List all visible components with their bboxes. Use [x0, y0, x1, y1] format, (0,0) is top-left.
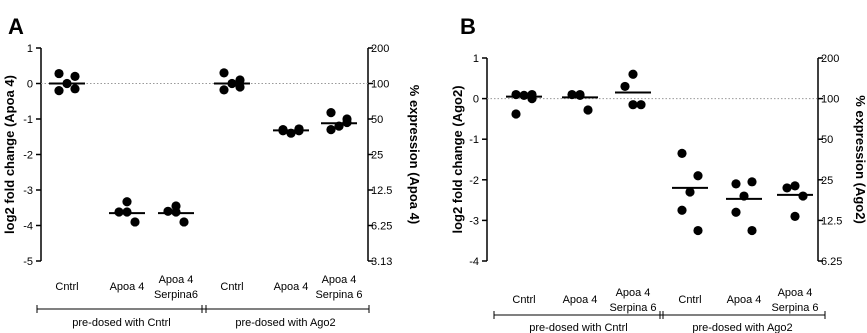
y-axis-title-right: % expression (Ago2) — [853, 95, 867, 224]
y-axis-title-right: % expression (Apoa 4) — [407, 85, 422, 224]
data-point — [54, 86, 64, 96]
category-label: Cntrl — [678, 294, 701, 306]
data-point — [122, 197, 132, 207]
y-tick-label-right: 12.5 — [371, 185, 392, 197]
category-label: Serpina 6 — [771, 302, 818, 314]
category-label: Apoa 4 — [274, 281, 309, 293]
data-point — [70, 84, 80, 94]
data-point — [235, 82, 245, 92]
group-label: pre-dosed with Cntrl — [529, 322, 627, 333]
data-point — [685, 187, 695, 197]
category-label: Serpina6 — [154, 289, 198, 301]
category-label: Apoa 4 — [563, 294, 598, 306]
panel-b: B 1 0 -1 -2 -3 -4 200 100 50 25 12.5 6.25 log2 fold c… — [450, 14, 867, 333]
group-label: pre-dosed with Cntrl — [72, 317, 170, 329]
y-tick-label-left: -3 — [469, 215, 479, 227]
y-tick-label-right: 12.5 — [821, 215, 842, 227]
y-tick-label-right: 200 — [821, 53, 839, 65]
panel-letter: A — [8, 14, 24, 39]
category-label: Cntrl — [512, 294, 535, 306]
y-tick-label-left: -4 — [469, 256, 479, 268]
data-point — [636, 100, 646, 110]
y-tick-label-left: 0 — [473, 94, 479, 106]
data-point — [575, 90, 585, 100]
data-point — [519, 90, 529, 100]
y-tick-label-left: 1 — [27, 43, 33, 55]
y-tick-label-right: 50 — [371, 114, 383, 126]
data-point — [731, 207, 741, 217]
y-tick-label-left: -3 — [23, 185, 33, 197]
y-axis-title-left: log2 fold change (Apoa 4) — [2, 75, 17, 234]
data-point — [294, 124, 304, 134]
y-tick-label-right: 50 — [821, 134, 833, 146]
category-label: Apoa 4 — [322, 274, 357, 286]
data-point — [219, 68, 229, 78]
data-point — [326, 108, 336, 118]
data-point — [790, 181, 800, 191]
data-point — [70, 71, 80, 81]
data-point — [583, 105, 593, 115]
data-point — [114, 207, 124, 217]
data-point — [693, 225, 703, 236]
data-point — [620, 81, 630, 92]
category-label: Cntrl — [55, 281, 78, 293]
category-label: Serpina 6 — [315, 289, 362, 301]
data-point — [527, 89, 537, 100]
category-label: Serpina 6 — [609, 302, 656, 314]
data-point — [130, 217, 140, 227]
y-tick-label-right: 25 — [371, 150, 383, 162]
y-tick-label-left: 0 — [27, 79, 33, 91]
y-tick-label-left: -1 — [469, 134, 479, 146]
y-tick-label-left: -2 — [469, 175, 479, 187]
data-point — [628, 69, 638, 79]
data-point — [677, 148, 687, 159]
data-point — [628, 100, 638, 110]
data-point — [54, 68, 64, 79]
data-point — [511, 89, 521, 100]
y-tick-label-left: -1 — [23, 114, 33, 126]
data-point — [677, 205, 687, 215]
data-point — [179, 217, 189, 227]
y-tick-label-right: 3.13 — [371, 256, 392, 268]
y-tick-label-right: 6.25 — [821, 256, 842, 268]
panel-a: A1 0 -1 -2 -3 -4 -5 200 100 50 25 12.5 6.25 3.13 log2 … — [2, 14, 422, 329]
category-label: Apoa 4 — [159, 274, 194, 286]
panel-letter: B — [460, 14, 476, 39]
data-point — [171, 207, 181, 217]
data-point — [235, 75, 245, 85]
category-label: Apoa 4 — [778, 287, 813, 299]
y-tick-label-right: 25 — [821, 175, 833, 187]
group-label: pre-dosed with Ago2 — [235, 317, 335, 329]
data-point — [747, 225, 757, 236]
category-label: Apoa 4 — [616, 287, 651, 299]
category-label: Apoa 4 — [727, 294, 762, 306]
y-axis-title-left: log2 fold change (Ago2) — [450, 85, 465, 233]
data-point — [326, 125, 336, 135]
category-label: Cntrl — [220, 281, 243, 293]
data-point — [693, 171, 703, 181]
data-point — [747, 177, 757, 187]
data-point — [782, 183, 792, 193]
y-tick-label-right: 100 — [371, 79, 389, 91]
data-point — [511, 109, 521, 119]
y-tick-label-left: 1 — [473, 53, 479, 65]
data-point — [122, 207, 132, 217]
data-point — [163, 206, 173, 216]
y-tick-label-right: 100 — [821, 94, 839, 106]
data-point — [790, 211, 800, 221]
group-label: pre-dosed with Ago2 — [692, 322, 792, 333]
y-tick-label-right: 200 — [371, 43, 389, 55]
y-tick-label-right: 6.25 — [371, 221, 392, 233]
y-tick-label-left: -5 — [23, 256, 33, 268]
data-point — [731, 179, 741, 189]
data-point — [219, 85, 229, 95]
category-label: Apoa 4 — [110, 281, 145, 293]
y-tick-label-left: -4 — [23, 221, 33, 233]
data-point — [798, 191, 808, 201]
y-tick-label-left: -2 — [23, 150, 33, 162]
